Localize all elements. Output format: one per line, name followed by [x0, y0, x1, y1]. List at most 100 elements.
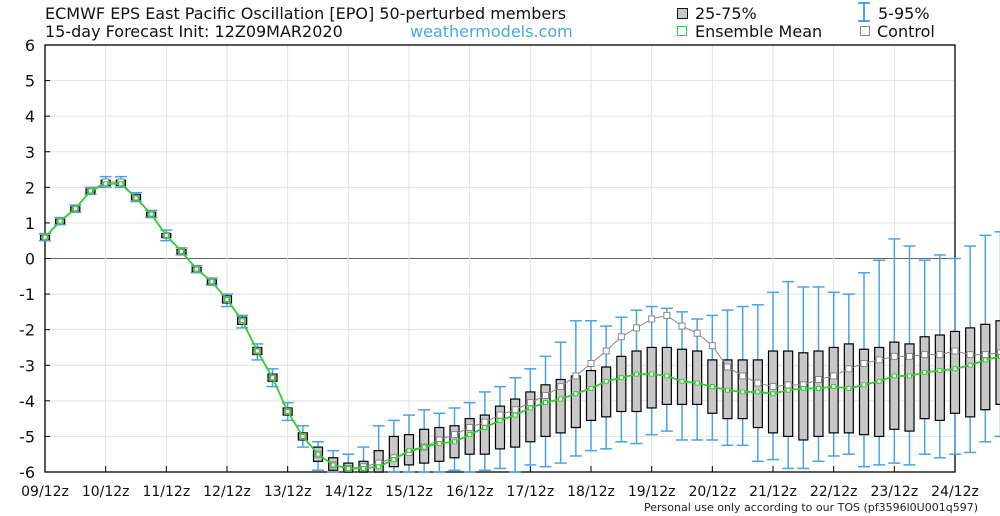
mean-point — [72, 206, 78, 212]
control-line — [44, 181, 1000, 469]
mean-point — [133, 195, 139, 201]
x-tick-label: 15/12z — [385, 484, 433, 500]
mean-point — [345, 465, 351, 471]
mean-point — [421, 444, 427, 450]
source-link[interactable]: weathermodels.com — [410, 22, 573, 41]
control-point — [511, 406, 519, 414]
control-point — [906, 352, 913, 360]
control-point — [997, 349, 1000, 357]
iqr-box — [919, 336, 930, 420]
control-point — [557, 383, 565, 391]
mean-point — [209, 279, 215, 285]
x-tick-label: 18/12z — [567, 484, 615, 500]
mean-point — [527, 405, 533, 411]
legend-box-icon — [677, 8, 688, 19]
mean-point — [543, 400, 548, 406]
mean-point — [982, 357, 988, 363]
chart-title: ECMWF EPS East Pacific Oscillation [EPO]… — [45, 4, 567, 23]
iqr-box — [889, 341, 900, 430]
y-tick-label: -5 — [19, 427, 35, 446]
iqr-box — [995, 320, 1000, 405]
y-tick-label: 5 — [25, 72, 35, 91]
legend-whisker-label: 5-95% — [878, 4, 930, 23]
legend-control-label: Control — [877, 22, 935, 41]
x-tick-label: 10/12z — [82, 484, 130, 500]
legend-mean-icon — [677, 26, 687, 36]
mean-point — [603, 378, 609, 384]
x-tick-label: 21/12z — [749, 484, 797, 500]
control-point — [815, 375, 822, 383]
mean-point — [452, 439, 457, 445]
iqr-box — [813, 350, 824, 438]
control-point — [754, 379, 762, 387]
mean-point — [800, 385, 806, 391]
control-point — [572, 372, 580, 380]
control-point — [981, 351, 989, 359]
control-point — [966, 351, 974, 359]
mean-point — [998, 353, 1000, 359]
control-point — [526, 399, 534, 407]
mean-point — [755, 389, 761, 395]
iqr-box — [525, 391, 536, 443]
x-tick-label: 24/12z — [931, 484, 979, 500]
control-point — [784, 381, 792, 389]
mean-point — [436, 441, 442, 447]
control-point — [890, 352, 898, 360]
iqr-box — [494, 405, 506, 450]
x-tick-label: 17/12z — [506, 484, 554, 500]
mean-point — [239, 318, 245, 324]
y-tick-label: -3 — [19, 356, 35, 375]
legend-mean-label: Ensemble Mean — [695, 22, 823, 41]
iqr-box — [798, 352, 809, 441]
x-tick-label: 11/12z — [142, 484, 190, 500]
legend-box-label: 25-75% — [695, 4, 757, 23]
mean-point — [194, 266, 200, 272]
y-tick-label: -4 — [19, 392, 35, 411]
mean-point — [103, 181, 109, 187]
mean-point — [937, 368, 943, 374]
mean-point — [861, 382, 867, 388]
x-tick-label: 23/12z — [870, 484, 918, 500]
y-tick-label: 0 — [25, 250, 35, 269]
control-point — [648, 315, 656, 323]
control-point — [830, 372, 838, 380]
chart-subtitle: 15-day Forecast Init: 12Z09MAR2020 — [45, 22, 343, 41]
mean-point — [846, 385, 852, 391]
iqr-box — [904, 343, 915, 432]
mean-point — [725, 387, 730, 393]
mean-point — [406, 448, 412, 454]
iqr-box — [676, 348, 688, 405]
iqr-box — [692, 350, 703, 405]
control-point — [466, 424, 474, 432]
mean-point — [558, 396, 564, 402]
mean-point — [391, 457, 397, 463]
x-tick-label: 14/12z — [324, 484, 372, 500]
control-point — [708, 342, 716, 350]
control-point — [663, 311, 671, 319]
mean-point — [512, 412, 518, 418]
iqr-box — [828, 346, 839, 434]
control-point — [602, 347, 610, 355]
iqr-box — [510, 398, 521, 448]
mean-point — [694, 380, 700, 386]
iqr-box — [965, 327, 976, 418]
mean-point — [891, 373, 897, 379]
mean-point — [831, 384, 837, 390]
mean-point — [816, 385, 821, 391]
mean-point — [179, 248, 184, 254]
mean-point — [634, 371, 639, 377]
control-point — [724, 363, 731, 371]
mean-point — [300, 433, 306, 439]
mean-point — [922, 369, 928, 375]
y-tick-label: -2 — [19, 321, 35, 340]
x-tick-label: 16/12z — [446, 484, 494, 500]
mean-point — [876, 378, 882, 384]
y-tick-label: 3 — [25, 143, 35, 162]
mean-point — [618, 375, 624, 381]
control-point — [845, 365, 853, 373]
mean-point — [315, 451, 321, 457]
mean-point — [497, 417, 503, 423]
iqr-box — [540, 384, 551, 438]
iqr-box — [737, 359, 748, 420]
mean-point — [709, 384, 715, 390]
